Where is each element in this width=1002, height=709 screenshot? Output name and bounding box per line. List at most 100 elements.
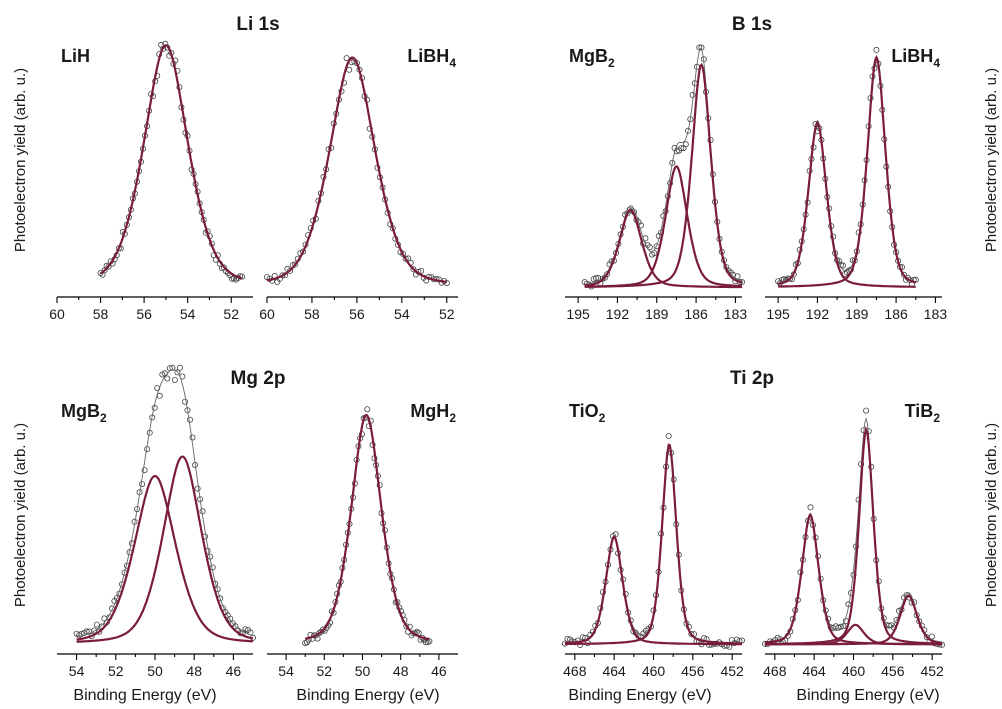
data-point (651, 250, 658, 257)
data-point (873, 46, 880, 53)
x-tick-label: 189 (645, 306, 669, 322)
x-tick-label: 52 (108, 663, 124, 679)
panel-mg2p-mgb2: 54 52 50 48 46 MgB2 (57, 364, 256, 679)
x-tick-label: 460 (842, 663, 866, 679)
x-tick-label: 452 (720, 663, 744, 679)
sample-label: MgH2 (410, 401, 456, 425)
data-point (97, 269, 104, 276)
data-point (141, 467, 148, 474)
x-tick-label: 52 (439, 306, 455, 322)
x-tick-label: 464 (802, 663, 826, 679)
x-tick-label: 60 (259, 306, 275, 322)
x-tick-label: 54 (180, 306, 196, 322)
y-axis-label-bottom-left: Photoelectron yield (arb. u.) (12, 423, 29, 607)
data-point (93, 621, 100, 628)
x-tick-label: 183 (924, 306, 948, 322)
fit-component (564, 535, 742, 646)
x-tick-label: 452 (920, 663, 944, 679)
x-tick-label: 56 (136, 306, 152, 322)
data-point (422, 639, 429, 646)
panel-li1s-libh4: 60 58 56 54 52 LiBH4 (259, 46, 458, 322)
fit-component (76, 455, 254, 643)
x-tick-label: 468 (763, 663, 787, 679)
x-tick-label: 46 (226, 663, 242, 679)
data-point (678, 145, 685, 152)
data-point (403, 623, 410, 630)
data-point (139, 481, 146, 488)
data-point (314, 635, 321, 642)
x-tick-label: 183 (724, 306, 748, 322)
x-tick-label: 50 (147, 663, 163, 679)
data-point (156, 392, 163, 399)
data-point (171, 376, 178, 383)
x-axis-title-4: Binding Energy (eV) (796, 687, 939, 704)
fit-envelope (584, 47, 743, 285)
data-point (364, 406, 371, 413)
data-point (688, 631, 695, 638)
x-tick-label: 46 (431, 663, 447, 679)
data-point (189, 434, 196, 441)
data-point (343, 55, 350, 62)
panel-ti2p-tib2: 468 464 460 456 452 TiB2 (762, 401, 946, 679)
x-tick-label: 58 (304, 306, 320, 322)
sample-label: TiB2 (905, 401, 941, 425)
fit-component (266, 56, 447, 283)
x-tick-label: 52 (317, 663, 333, 679)
x-tick-label: 54 (394, 306, 410, 322)
data-point (169, 364, 176, 371)
panels: 60 58 56 54 52 LiH 60 58 56 54 52 LiBH4 195 192 189 186… (49, 40, 948, 679)
x-tick-label: 460 (642, 663, 666, 679)
panel-b1s-mgb2: 195 192 189 186 183 MgB2 (565, 44, 748, 322)
x-tick-label: 195 (566, 306, 590, 322)
x-tick-label: 186 (684, 306, 708, 322)
panel-li1s-lih: 60 58 56 54 52 LiH (49, 40, 253, 322)
x-axis-title-2: Binding Energy (eV) (296, 687, 439, 704)
group-title-ti2p: Ti 2p (730, 368, 774, 389)
x-tick-label: 58 (93, 306, 109, 322)
data-point (410, 266, 417, 273)
data-point (83, 628, 90, 635)
data-point (402, 255, 409, 262)
data-point (837, 623, 844, 630)
x-tick-label: 54 (69, 663, 85, 679)
data-point (443, 280, 450, 287)
x-tick-label: 52 (223, 306, 239, 322)
x-tick-label: 50 (355, 663, 371, 679)
data-point (346, 66, 353, 73)
data-point (105, 263, 112, 270)
x-tick-label: 195 (766, 306, 790, 322)
sample-label: LiBH4 (407, 46, 456, 70)
data-point (689, 91, 696, 98)
data-point (665, 432, 672, 439)
fit-component (564, 443, 742, 646)
fit-component (76, 474, 253, 643)
data-point (292, 261, 299, 268)
data-point (194, 485, 201, 492)
data-point (220, 264, 227, 271)
x-tick-label: 186 (884, 306, 908, 322)
panel-mg2p-mgh2: 54 52 50 48 46 MgH2 (267, 401, 458, 679)
data-point (174, 369, 181, 376)
fit-component (584, 62, 743, 288)
data-point (181, 398, 188, 405)
data-point (807, 504, 814, 511)
data-point (96, 628, 103, 635)
x-tick-label: 456 (881, 663, 905, 679)
x-tick-label: 54 (278, 663, 294, 679)
data-point (228, 275, 235, 282)
x-tick-label: 48 (393, 663, 409, 679)
x-tick-label: 60 (49, 306, 65, 322)
group-title-li1s: Li 1s (236, 14, 279, 35)
data-point (682, 141, 689, 148)
data-point (176, 364, 183, 371)
data-point (227, 615, 234, 622)
data-point (418, 267, 425, 274)
sample-label: TiO2 (569, 401, 606, 425)
fit-component (765, 594, 943, 646)
y-axis-label-top-right: Photoelectron yield (arb. u.) (983, 68, 1000, 252)
group-title-b1s: B 1s (732, 14, 772, 35)
x-tick-label: 56 (349, 306, 365, 322)
data-point (673, 148, 680, 155)
data-point (242, 626, 249, 633)
